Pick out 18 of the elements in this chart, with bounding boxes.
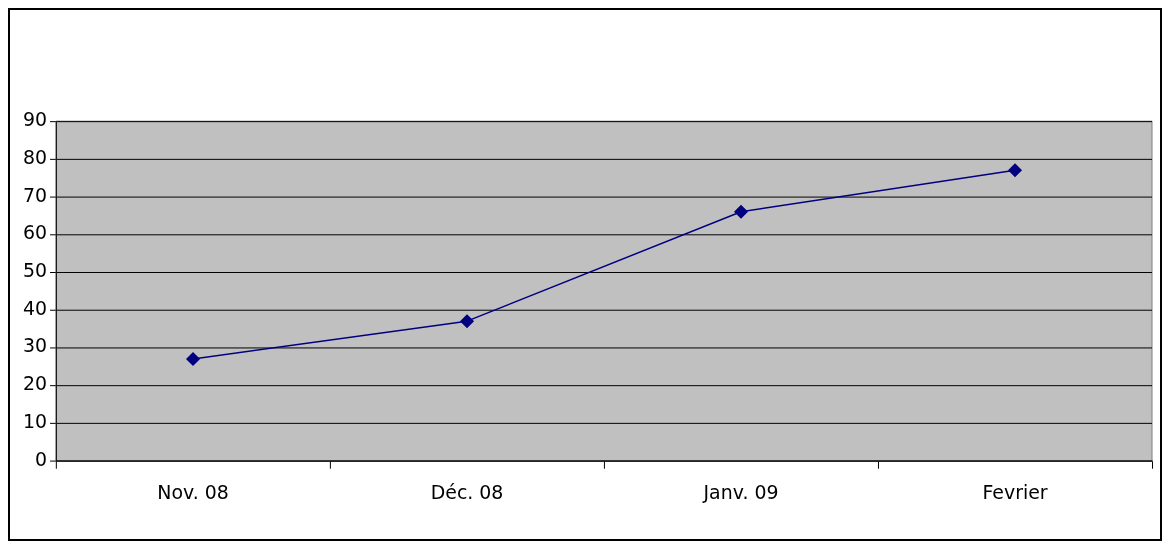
y-tick-label: 90 xyxy=(22,108,48,131)
y-tick-label: 60 xyxy=(22,221,48,244)
y-tick-label: 20 xyxy=(22,372,48,395)
y-tick-label: 30 xyxy=(22,334,48,357)
point xyxy=(1008,163,1022,177)
x-tick-label: Nov. 08 xyxy=(157,480,229,503)
x-tick-label: Déc. 08 xyxy=(430,480,504,503)
y-tick-label: 10 xyxy=(22,409,48,432)
y-tick-label: 80 xyxy=(22,145,48,168)
y-tick-label: 50 xyxy=(22,259,48,281)
point xyxy=(460,314,474,328)
x-tick-label: Janv. 09 xyxy=(702,480,779,503)
point xyxy=(734,205,748,219)
point xyxy=(186,352,200,366)
y-tick-label: 0 xyxy=(35,447,48,470)
x-tick-label: Fevrier xyxy=(982,480,1048,503)
y-tick-label: 40 xyxy=(22,296,48,319)
y-tick-label: 70 xyxy=(22,183,48,206)
